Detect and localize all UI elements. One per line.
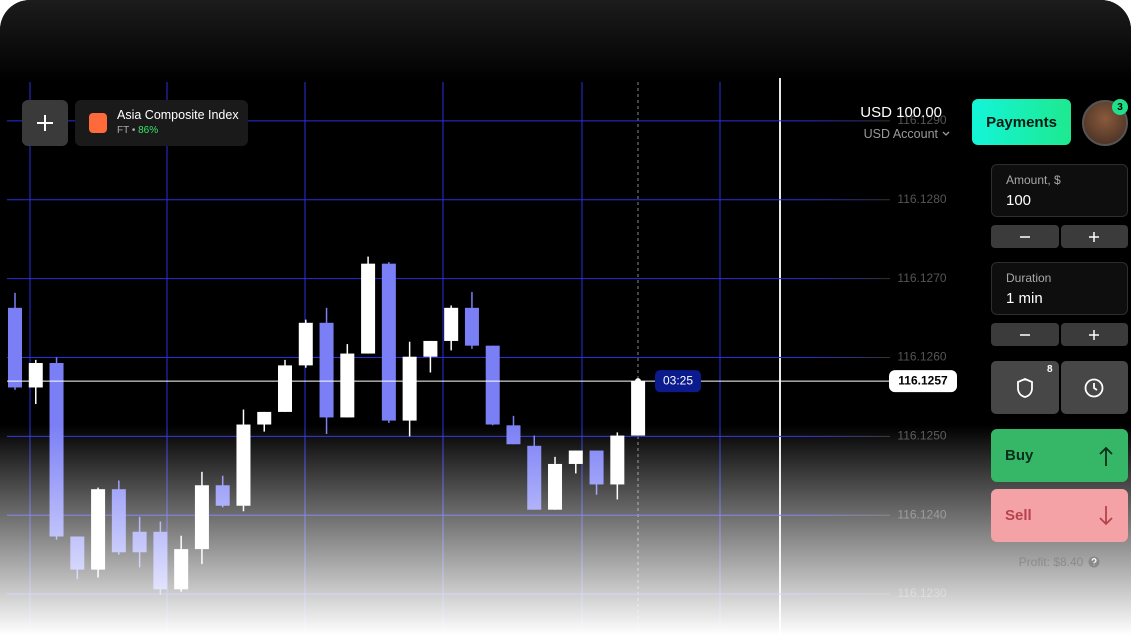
candle-body	[8, 307, 22, 388]
candle-body	[610, 435, 625, 485]
decrease-amount[interactable]	[991, 225, 1059, 248]
candle-body	[506, 425, 521, 445]
duration-input[interactable]: Duration 1 min	[991, 262, 1128, 315]
candle-body	[631, 381, 646, 436]
timer-button[interactable]	[1060, 361, 1128, 414]
increase-duration[interactable]	[1060, 323, 1128, 346]
y-tick-label: 116.1240	[897, 507, 946, 521]
asset-name: Asia Composite Index	[117, 108, 239, 122]
sell-button[interactable]: Sell	[991, 489, 1128, 542]
candle-body	[444, 307, 459, 341]
balance[interactable]: USD 100.00	[860, 104, 942, 121]
amount-value: 100	[1006, 192, 1032, 209]
candle-body	[215, 485, 230, 506]
protection-count: 8	[1046, 364, 1053, 375]
candle-body	[91, 489, 106, 570]
increase-amount[interactable]	[1060, 225, 1128, 248]
candle-body	[340, 353, 355, 418]
account-label: USD Account	[863, 127, 938, 141]
profit-text: Profit: $8.40	[1018, 555, 1084, 569]
duration-value: 1 min	[1006, 290, 1043, 307]
candle-body	[28, 363, 43, 388]
add-chart-button[interactable]	[22, 100, 68, 146]
candle-body	[548, 463, 563, 510]
y-tick-label: 116.1260	[897, 350, 946, 364]
candle-body	[361, 263, 376, 354]
asset-selector[interactable]: Asia Composite Index FT • 86%	[75, 100, 248, 146]
candle-body	[402, 356, 417, 421]
duration-label: Duration	[1006, 271, 1052, 285]
profit-info: Profit: $8.40	[991, 553, 1128, 571]
help-icon[interactable]	[1088, 556, 1100, 568]
plus-icon	[37, 115, 53, 131]
y-tick-label: 116.1230	[897, 586, 946, 600]
price-tag	[889, 370, 957, 393]
candle-body	[568, 450, 583, 464]
plus-icon	[1089, 231, 1100, 242]
price-tags: 03:25 116.1257	[7, 370, 957, 393]
sell-label: Sell	[1005, 507, 1032, 524]
tools-row: 8	[991, 361, 1128, 414]
candle-body	[153, 531, 168, 590]
candle-body	[464, 307, 479, 346]
timer-pill	[655, 370, 701, 393]
candle-body	[194, 485, 209, 550]
timer-label: 03:25	[663, 373, 693, 387]
price-tag-label: 116.1257	[898, 373, 948, 387]
clock-icon	[1084, 378, 1104, 397]
candle-body	[589, 450, 604, 485]
candle-body	[111, 489, 126, 553]
shield-icon	[1016, 377, 1033, 398]
buy-label: Buy	[1005, 447, 1034, 464]
payments-button[interactable]: Payments	[972, 99, 1071, 145]
candle-body	[527, 445, 542, 510]
chevron-icon	[942, 131, 950, 136]
fade-overlay	[0, 425, 1131, 635]
top-bar	[0, 0, 1131, 82]
minus-icon	[1019, 235, 1030, 238]
candle-body	[381, 263, 396, 421]
candle-body	[49, 363, 64, 537]
candle-body	[70, 536, 85, 570]
arrow-down-icon	[1099, 505, 1113, 525]
chart-layer: 116.1290 116.1280 116.1270 116.1260 116.1250…	[7, 113, 947, 600]
asset-type: FT •	[117, 125, 136, 136]
duration-stepper	[991, 323, 1128, 346]
account-selector[interactable]: USD Account	[864, 127, 950, 141]
candle-body	[278, 365, 293, 412]
asset-icon	[89, 113, 107, 133]
amount-input[interactable]: Amount, $ 100	[991, 164, 1128, 217]
decrease-duration[interactable]	[991, 323, 1059, 346]
candle-body	[236, 424, 251, 506]
candle-body	[298, 322, 313, 366]
notification-badge: 3	[1112, 99, 1128, 115]
candle-body	[257, 411, 272, 425]
amount-stepper	[991, 225, 1128, 248]
candle-body	[319, 322, 334, 418]
y-tick-label: 116.1270	[897, 271, 946, 285]
current-price-dot	[635, 378, 641, 385]
candle-body	[132, 531, 147, 553]
arrow-up-icon	[1099, 446, 1113, 466]
y-tick-label: 116.1280	[897, 192, 946, 206]
candle-body	[423, 340, 438, 357]
candle-body	[174, 549, 189, 590]
buy-button[interactable]: Buy	[991, 429, 1128, 482]
asset-info: FT • 86%	[117, 125, 158, 136]
candle-body	[485, 345, 500, 425]
plus-icon	[1089, 329, 1100, 340]
minus-icon	[1019, 333, 1030, 336]
y-tick-label: 116.1250	[897, 429, 946, 443]
amount-label: Amount, $	[1006, 173, 1061, 187]
asset-payout: 86%	[138, 125, 159, 136]
y-tick-label: 116.1290	[897, 113, 946, 127]
protection-button[interactable]: 8	[991, 361, 1059, 414]
